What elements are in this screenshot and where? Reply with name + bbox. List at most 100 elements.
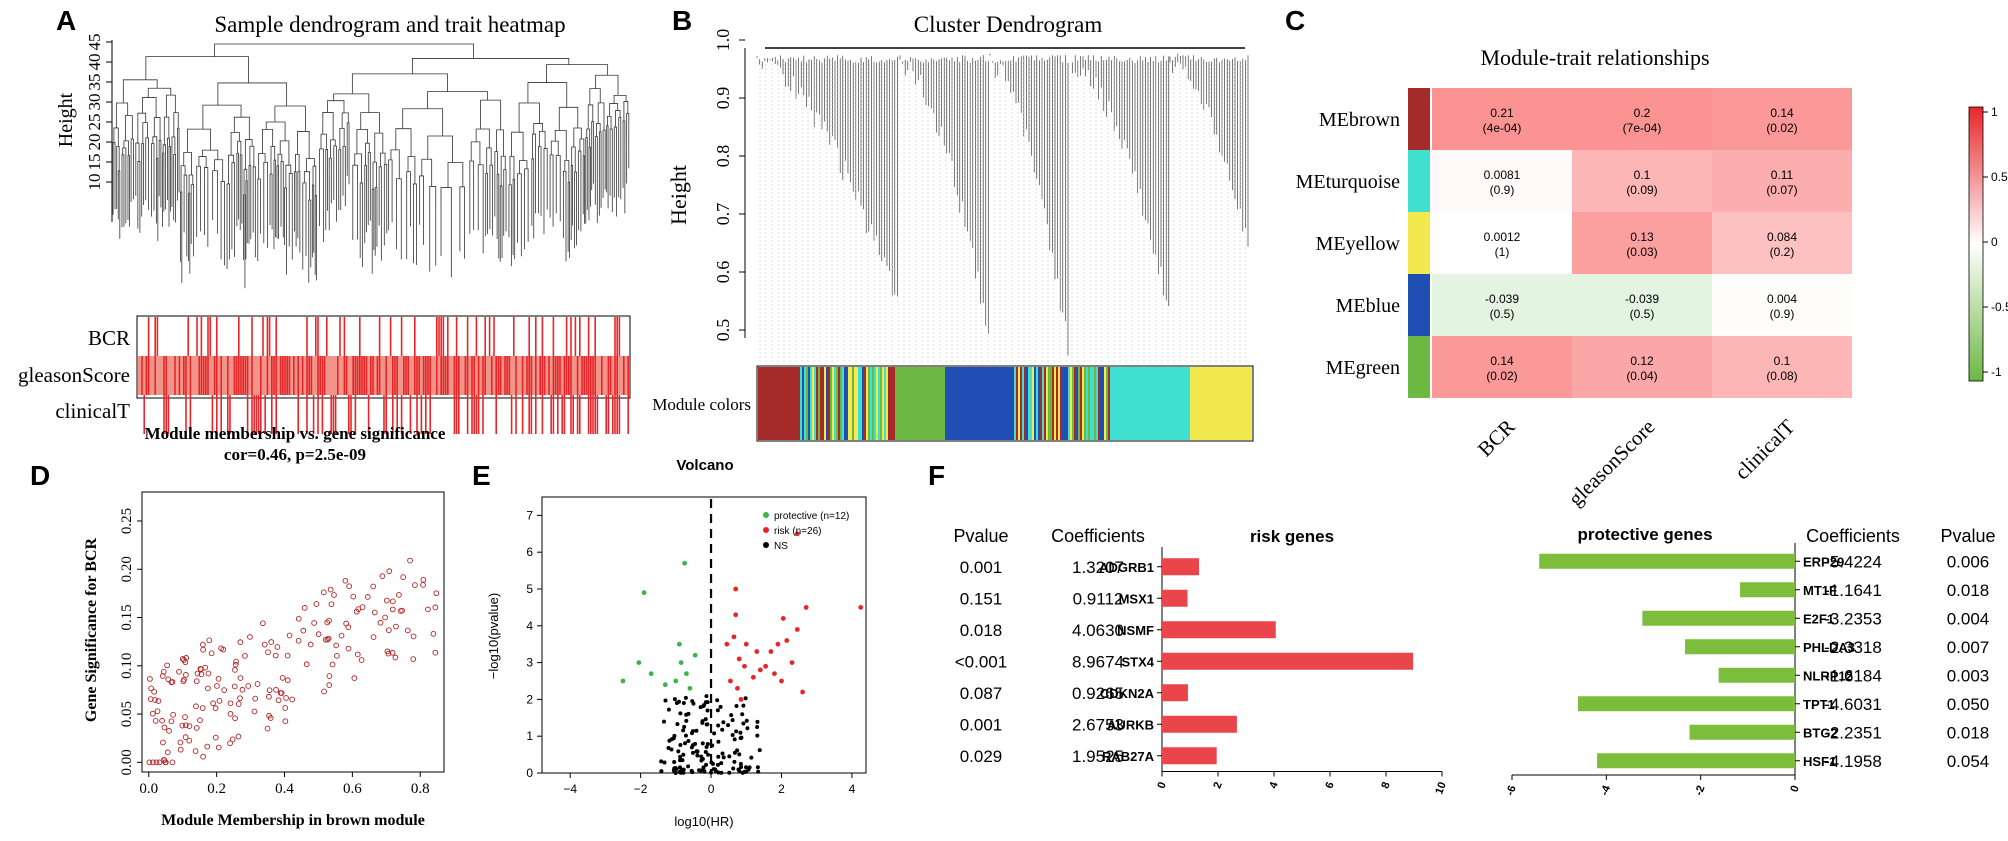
scatter-point [385,650,392,657]
scatter-point [154,708,161,715]
prot-pvalue-value: 0.004 [1947,609,1990,628]
module-color-cell [1044,367,1046,440]
trait-cell [414,317,416,356]
scatter-point [283,695,289,701]
dendrogram-branch [567,181,570,210]
panel-e-xtick-label: −2 [634,782,648,796]
dendrogram-branch [596,123,601,137]
trait-cell [378,356,381,395]
heatmap-cell-value: 0.12 [1630,354,1654,368]
module-color-cell [1046,367,1048,440]
module-color-cell [1034,367,1036,440]
module-color-cell [846,367,848,440]
dendrogram-branch [365,142,370,166]
dendrogram-branch [245,180,248,198]
module-color-cell [758,367,800,440]
scatter-point [232,715,238,722]
heatmap-cell [1432,150,1572,212]
trait-cell [438,317,440,356]
trait-cell [400,317,403,356]
module-color-cell [1086,367,1088,440]
volcano-point-ns [674,766,679,771]
trait-cell [185,395,187,434]
module-color-cell [862,367,864,440]
dendrogram-branch [411,58,570,74]
scatter-point [194,670,201,677]
module-color-cell [832,367,834,440]
dendrogram-branch [570,165,574,177]
volcano-point-ns [701,704,706,709]
trait-cell [392,356,394,395]
trait-cell [178,356,181,395]
scatter-point [227,740,233,747]
scatter-point [193,678,200,685]
dendrogram-branch [499,185,503,210]
volcano-point-ns [740,770,745,775]
trait-cell [385,356,387,395]
scatter-point [227,700,234,707]
scatter-point [273,686,279,693]
trait-cell [616,356,618,395]
risk-xtick-label: 10 [1433,780,1448,796]
trait-cell [306,395,308,434]
dendrogram-branch [217,82,288,106]
trait-cell [282,356,284,395]
scatter-point [307,641,314,648]
trait-cell [227,395,229,434]
panel-e-ylabel: −log10(pvalue) [486,593,501,679]
trait-cell [581,356,583,395]
trait-cell [251,395,253,434]
dendrogram-branch [494,151,499,175]
scatter-point [327,586,334,593]
volcano-point-ns [678,743,683,748]
scatter-point [410,633,417,640]
scatter-point [235,701,242,707]
panel-d-ytick-label: 0.15 [119,604,135,630]
trait-cell [510,395,513,434]
trait-cell [354,395,357,434]
dendrogram-branch [165,94,176,118]
module-color-cell [836,367,838,440]
trait-cell [513,317,515,356]
scatter-point [164,662,170,669]
module-color-cell [1104,367,1106,440]
dendrogram-branch [112,142,116,160]
heatmap-cell-value: 0.1 [1634,168,1651,182]
scatter-point [272,652,279,659]
heatmap-row-label: MEturquoise [1296,171,1401,193]
trait-cell [163,395,165,434]
module-color-cell [1022,367,1024,440]
panel-d-xtick-label: 0.6 [343,781,362,797]
volcano-point-ns [703,717,708,722]
dendrogram-branch [124,115,133,141]
risk-pvalue-value: 0.018 [960,621,1003,640]
trait-cell [458,395,460,434]
scatter-point [264,725,271,732]
trait-cell [389,317,392,356]
volcano-point-risk [768,649,774,654]
trait-cell [220,356,222,395]
volcano-point-ns [703,749,708,754]
prot-xtick-label: -2 [1693,784,1708,797]
trait-cell [515,356,517,395]
scatter-point [149,710,156,717]
panel-d-xtick-label: 0.2 [207,781,226,797]
scatter-point [313,601,320,607]
legend-risk: risk (n=26) [774,526,822,537]
trait-cell [440,356,442,395]
heatmap-cell-pvalue: (7e-04) [1623,121,1662,135]
heatmap-row-label: MEblue [1336,295,1401,317]
dendrogram-branch [508,184,512,206]
trait-cell [154,317,156,356]
dendrogram-branch [162,152,165,177]
protective-gene-label: PHLDA3 [1803,640,1855,655]
dendrogram-branch [328,157,332,172]
trait-cell [592,356,594,395]
dendrogram-branch [265,121,286,141]
dendrogram-branch [122,79,158,104]
volcano-point-ns [681,728,686,733]
trait-cell [367,395,370,434]
volcano-point-ns [719,770,724,775]
scatter-point [237,675,244,681]
dendrogram-branch [230,132,240,156]
